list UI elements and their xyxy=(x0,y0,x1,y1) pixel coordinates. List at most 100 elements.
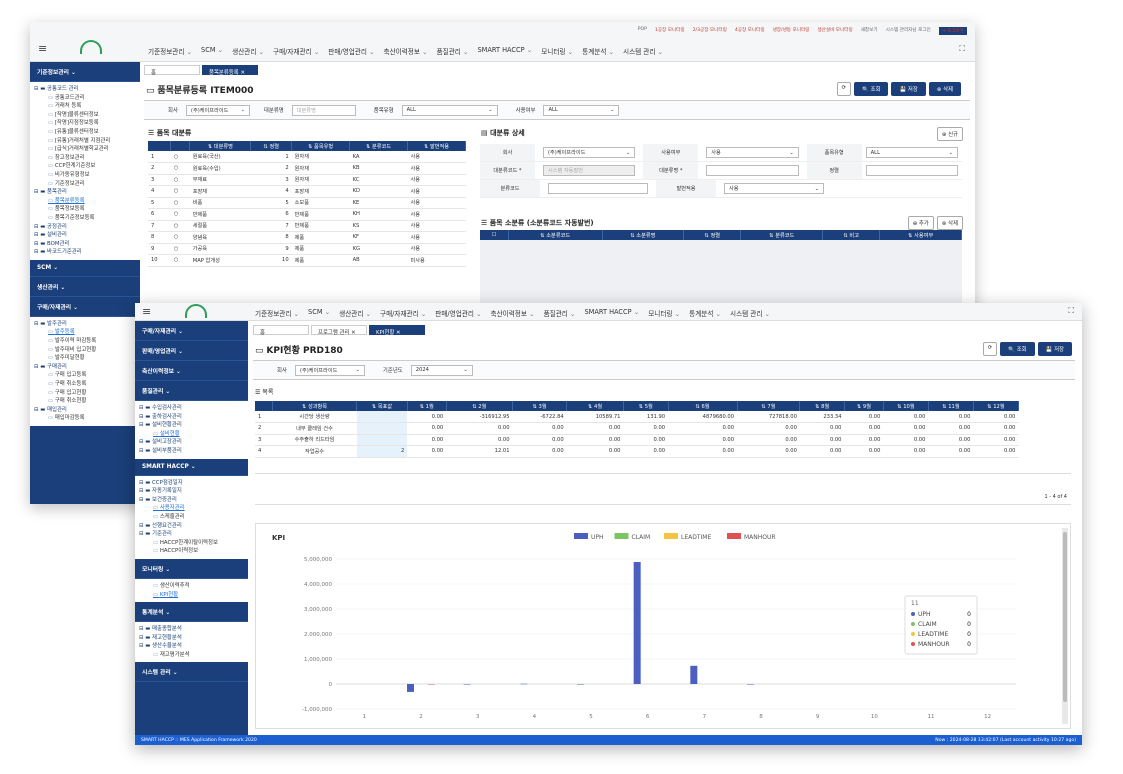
tab[interactable]: 프로그램 관리 ✕ xyxy=(311,325,367,336)
major-input[interactable]: 대분류명 xyxy=(291,104,356,116)
sub-delete-button[interactable]: ⊗ 삭제 xyxy=(936,216,963,230)
grid-header[interactable]: ⇅ 5월 xyxy=(623,401,669,411)
d-use-select[interactable]: 사용 xyxy=(706,147,799,158)
tree-item[interactable]: 구매 취소현황 xyxy=(34,397,140,406)
d-company-select[interactable]: (주)케이프라이드 xyxy=(542,147,636,158)
d-cat-input[interactable] xyxy=(548,183,648,194)
tree-item[interactable]: [급식]거래처별학교관리 xyxy=(34,145,140,154)
top-link[interactable]: 냉장/냉동 모니터링 xyxy=(772,28,810,33)
tree-folder[interactable]: 설비관리 xyxy=(34,231,140,240)
grid-header[interactable]: ⇅ 3월 xyxy=(512,401,568,411)
tree-item[interactable]: 사용자관리 xyxy=(139,504,248,513)
top-link[interactable]: 1공장 모니터링 xyxy=(654,28,685,33)
nav-item-생산관리[interactable]: 생산관리 xyxy=(232,46,264,56)
top-link[interactable]: 새창보기 xyxy=(860,28,878,33)
hamburger-icon[interactable]: ≡ xyxy=(38,42,48,55)
cell-target[interactable] xyxy=(356,422,408,435)
sidebar-section[interactable]: 구매/자재관리 xyxy=(135,321,248,341)
tree-folder[interactable]: 재고현황분석 xyxy=(139,634,248,643)
row-radio[interactable]: ○ xyxy=(170,151,190,163)
table-row[interactable]: 1 시간당 생산량 0.00 -316912.95 -6722.84 10589.71 13… xyxy=(255,411,1019,423)
tree-folder[interactable]: 품목관리 xyxy=(34,188,140,197)
tree-item[interactable]: 발주이력 마감등록 xyxy=(34,337,140,346)
tree-folder[interactable]: BOM관리 xyxy=(34,240,140,249)
d-num-select[interactable]: 사용 xyxy=(724,183,824,194)
tab[interactable]: 품목분류등록 ✕ xyxy=(202,65,258,76)
nav-item-scm[interactable]: SCM xyxy=(201,46,223,56)
top-link[interactable]: POP xyxy=(637,27,647,32)
table-row[interactable]: 4 작업공수 2 0.00 12.01 0.00 0.00 0.00 0.00 0.00 0.00 0… xyxy=(255,445,1019,458)
sidebar-section[interactable]: 통계분석 xyxy=(135,602,248,623)
table-row[interactable]: 3 ○ 부재료 3 원자재 KC 사용 xyxy=(148,174,466,186)
grid-header[interactable]: ⇅ 대분류명 xyxy=(189,141,252,151)
tree-item[interactable]: KPI현황 xyxy=(139,591,248,600)
grid-header[interactable]: ⇅ 성과항목 xyxy=(272,401,358,411)
grid-header[interactable]: ⇅ 소분류명 xyxy=(602,230,685,240)
d-name-input[interactable] xyxy=(706,165,799,176)
cell-target[interactable] xyxy=(356,434,408,446)
tree-folder[interactable]: 공정관리 xyxy=(34,223,140,232)
row-radio[interactable]: ○ xyxy=(170,231,190,244)
row-radio[interactable]: ○ xyxy=(170,185,190,198)
nav-item-생산관리[interactable]: 생산관리 xyxy=(339,308,371,318)
grid-header[interactable]: ⇅ 2월 xyxy=(446,401,514,411)
sidebar-section[interactable]: 시스템 관리 xyxy=(135,662,248,683)
tab[interactable]: 홈 xyxy=(144,65,200,76)
tree-folder[interactable]: 생산수율분석 xyxy=(139,642,248,651)
grid-header[interactable]: ⇅ 1월 xyxy=(407,401,447,411)
tree-folder[interactable]: 구매관리 xyxy=(34,363,140,372)
save-button[interactable]: 💾 저장 xyxy=(1037,342,1072,356)
nav-item-구매-자재관리[interactable]: 구매/자재관리 xyxy=(273,46,319,56)
grid-header[interactable]: ⇅ 정렬 xyxy=(250,141,293,151)
sidebar-section[interactable]: 축산이력정보 xyxy=(135,361,248,381)
tree-item[interactable]: 발주대비 입고현황 xyxy=(34,346,140,355)
d-sort-input[interactable] xyxy=(865,165,959,176)
grid-header[interactable]: ⇅ 발번적용 xyxy=(407,141,466,151)
tree-item[interactable]: 창고정보관리 xyxy=(34,154,140,163)
nav-item-기준정보관리[interactable]: 기준정보관리 xyxy=(148,46,192,56)
grid-header[interactable]: ⇅ 정렬 xyxy=(683,230,742,240)
grid-header[interactable]: ⇅ 목표값 xyxy=(356,401,408,411)
tree-item[interactable]: 품목분류등록 xyxy=(34,197,140,206)
table-row[interactable]: 2 ○ 원료육(수입) 2 원자재 KB 사용 xyxy=(148,162,466,175)
nav-item-smart-haccp[interactable]: SMART HACCP xyxy=(584,308,639,318)
sidebar-section[interactable]: 품질관리 xyxy=(135,381,248,401)
tree-folder[interactable]: 설비현황관리 xyxy=(139,421,248,430)
nav-item-smart-haccp[interactable]: SMART HACCP xyxy=(477,46,532,56)
search-button[interactable]: 🔍 조회 xyxy=(1000,342,1035,356)
top-link[interactable]: 생산설비 모니터링 xyxy=(817,28,853,33)
new-button[interactable]: ⊕ 신규 xyxy=(936,127,963,141)
table-row[interactable]: 10 ○ MAP 압개성 10 제품 AB 미사용 xyxy=(148,254,466,267)
nav-item-통계분석[interactable]: 통계분석 xyxy=(689,308,721,318)
nav-item-통계분석[interactable]: 통계분석 xyxy=(582,46,614,56)
company-select[interactable]: (주)케이프라이드 xyxy=(294,364,365,376)
tree-folder[interactable]: 자동기록일지 xyxy=(139,487,248,496)
sidebar-section[interactable]: 기준정보관리 xyxy=(30,62,140,82)
sidebar-section[interactable]: 구매/자재관리 xyxy=(30,297,140,317)
tree-item[interactable]: 설비현황 xyxy=(139,430,248,439)
sidebar-section[interactable]: SMART HACCP xyxy=(135,459,248,476)
tree-item[interactable]: HACCP이력정보 xyxy=(139,547,248,556)
tree-folder[interactable]: 공통코드 관리 xyxy=(34,85,140,94)
grid-header-check[interactable] xyxy=(170,141,191,151)
nav-item-시스템-관리[interactable]: 시스템 관리 xyxy=(623,46,663,56)
row-radio[interactable]: ○ xyxy=(170,162,190,175)
grid-header[interactable]: ⇅ 10월 xyxy=(883,401,929,411)
row-radio[interactable]: ○ xyxy=(170,254,190,267)
nav-item-품질관리[interactable]: 품질관리 xyxy=(544,308,576,318)
tree-item[interactable]: [유통]물류센터정보 xyxy=(34,128,140,137)
tree-item[interactable]: 품목기준정보등록 xyxy=(34,214,140,223)
grid-header[interactable]: ⇅ 9월 xyxy=(844,401,884,411)
row-radio[interactable]: ○ xyxy=(170,220,190,232)
nav-item-축산이력정보[interactable]: 축산이력정보 xyxy=(384,46,428,56)
tree-folder[interactable]: 매입관리 xyxy=(34,406,140,415)
search-button[interactable]: 🔍 조회 xyxy=(854,82,889,96)
grid-header[interactable]: ⇅ 사용여부 xyxy=(879,230,962,240)
nav-item-시스템-관리[interactable]: 시스템 관리 xyxy=(730,308,770,318)
grid-header[interactable]: ⇅ 분류코드 xyxy=(349,141,408,151)
tree-folder[interactable]: 보건증관리 xyxy=(139,496,248,505)
cell-target[interactable]: 2 xyxy=(356,445,408,458)
tree-item[interactable]: [유통]거래처별 지점관리 xyxy=(34,137,140,146)
nav-item-판매-영업관리[interactable]: 판매/영업관리 xyxy=(435,308,481,318)
tree-folder[interactable]: 매출종합분석 xyxy=(139,625,248,634)
